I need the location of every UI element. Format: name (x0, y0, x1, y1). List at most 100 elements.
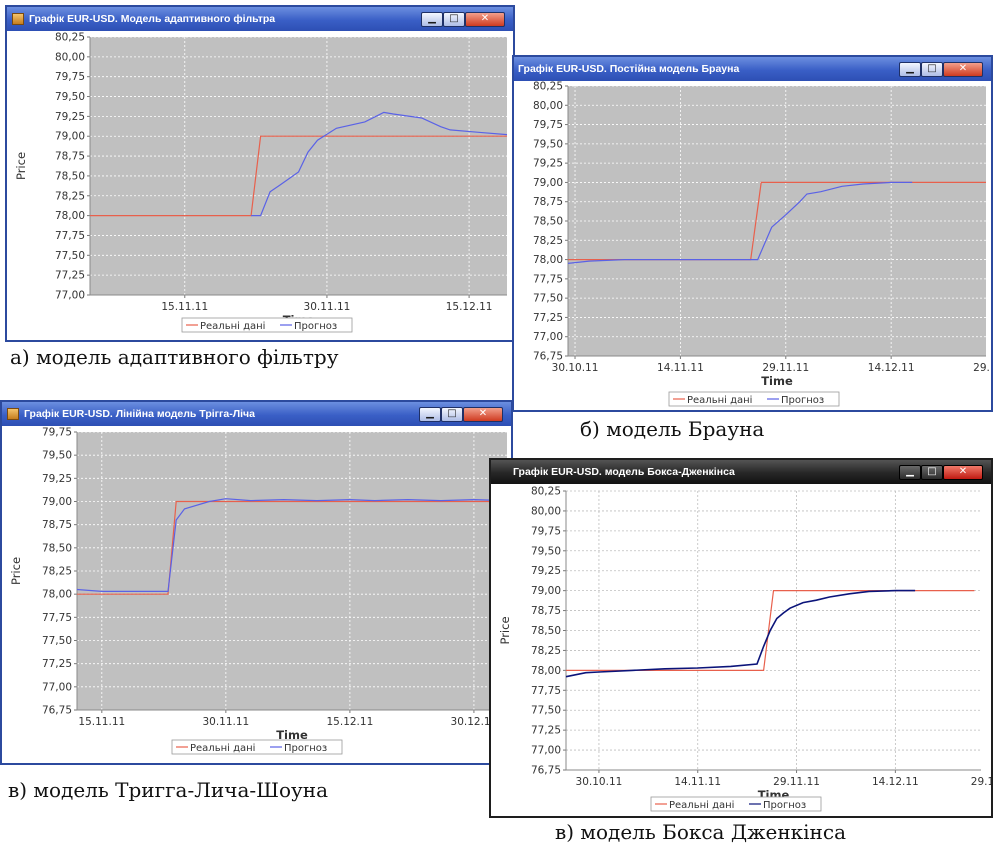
series-forecast-line (76, 498, 508, 592)
window-title: Графік EUR-USD. Лінійна модель Трігга-Лі… (24, 408, 255, 420)
title-bar[interactable]: Графік EUR-USD. Лінійна модель Трігга-Лі… (2, 402, 511, 426)
y-tick-label: 78,75 (531, 605, 561, 617)
y-tick-label: 79,00 (533, 177, 563, 189)
minimize-button[interactable]: ▁ (421, 11, 443, 27)
y-tick-label: 77,75 (55, 230, 85, 242)
minimize-icon: ▁ (426, 408, 434, 419)
y-tick-label: 78,25 (42, 566, 72, 578)
maximize-button[interactable]: □ (441, 406, 463, 422)
title-bar[interactable]: Графік EUR-USD. Модель адаптивного фільт… (7, 7, 513, 31)
y-tick-label: 78,00 (42, 589, 72, 601)
y-tick-label: 79,50 (531, 545, 561, 557)
close-button[interactable]: ✕ (465, 11, 505, 27)
title-bar[interactable]: Графік EUR-USD. Постійна модель Брауна ▁… (514, 57, 991, 81)
legend-actual-label: Реальні дані (200, 320, 265, 332)
maximize-button[interactable]: □ (921, 61, 943, 77)
y-tick-label: 79,00 (531, 585, 561, 597)
legend-box (668, 391, 840, 407)
series-forecast-line (251, 111, 508, 217)
close-icon: ✕ (958, 466, 968, 477)
y-tick-label: 80,25 (55, 32, 85, 44)
x-tick-label: 29.11.11 (762, 362, 809, 374)
y-tick-label: 78,75 (533, 196, 563, 208)
y-tick-label: 77,25 (55, 270, 85, 282)
y-tick-label: 77,00 (42, 681, 72, 693)
y-tick-label: 78,00 (533, 254, 563, 266)
y-tick-label: 77,25 (533, 312, 563, 324)
y-tick-label: 78,25 (55, 190, 85, 202)
y-tick-label: 78,50 (55, 170, 85, 182)
y-tick-label: 79,50 (533, 138, 563, 150)
legend-actual-label: Реальні дані (669, 799, 734, 811)
y-tick-label: 78,25 (533, 235, 563, 247)
legend-forecast-label: Прогноз (284, 743, 327, 754)
x-tick-label: 29.12.11 (971, 776, 991, 788)
series-actual-line (77, 500, 507, 595)
y-tick-label: 77,00 (533, 331, 563, 343)
y-tick-label: 77,50 (533, 293, 563, 305)
maximize-icon: □ (927, 63, 937, 74)
maximize-icon: □ (449, 13, 459, 24)
legend-forecast-label: Прогноз (763, 800, 806, 811)
close-icon: ✕ (958, 63, 968, 74)
close-button[interactable]: ✕ (943, 61, 983, 77)
maximize-button[interactable]: □ (921, 464, 943, 480)
close-button[interactable]: ✕ (463, 406, 503, 422)
y-tick-label: 78,25 (531, 645, 561, 657)
y-tick-label: 76,75 (42, 705, 72, 717)
y-tick-label: 77,00 (55, 290, 85, 302)
x-tick-label: 30.10.11 (552, 362, 599, 374)
x-tick-label: 14.11.11 (657, 362, 704, 374)
window-box-jenkins: Графік EUR-USD. модель Бокса-Дженкінса ▁… (489, 458, 993, 818)
y-tick-label: 77,50 (531, 705, 561, 717)
series-actual-line (90, 135, 507, 217)
y-tick-label: 78,75 (42, 519, 72, 531)
maximize-button[interactable]: □ (443, 11, 465, 27)
y-tick-label: 77,50 (42, 635, 72, 647)
maximize-icon: □ (927, 466, 937, 477)
x-tick-label: 15.12.11 (327, 716, 374, 728)
java-app-icon (12, 13, 24, 25)
y-tick-label: 78,00 (531, 665, 561, 677)
x-tick-label: 30.11.11 (304, 301, 351, 313)
x-tick-label: 30.10.11 (576, 776, 623, 788)
caption-brown-model: б) модель Брауна (580, 417, 765, 441)
caption-box-jenkins: в) модель Бокса Дженкінса (555, 820, 847, 844)
minimize-button[interactable]: ▁ (899, 464, 921, 480)
x-axis-label: Time (276, 728, 308, 742)
caption-adaptive-filter: а) модель адаптивного фільтру (10, 345, 339, 369)
y-tick-label: 79,75 (42, 427, 72, 439)
chart-box-jenkins: 80,25 80,00 79,75 79,50 79,25 79,00 78,75 78,50… (498, 486, 991, 812)
close-icon: ✕ (480, 13, 490, 24)
y-tick-label: 77,00 (531, 745, 561, 757)
y-tick-label: 77,25 (42, 658, 72, 670)
window-trigg-leach: Графік EUR-USD. Лінійна модель Трігга-Лі… (0, 400, 513, 765)
y-tick-label: 79,25 (55, 111, 85, 123)
caption-trigg-leach: в) модель Тригга-Лича-Шоуна (8, 778, 329, 802)
y-tick-label: 78,00 (55, 210, 85, 222)
minimize-icon: ▁ (906, 63, 914, 74)
y-tick-label: 79,50 (55, 91, 85, 103)
y-axis-label: Price (9, 557, 23, 585)
window-title: Графік EUR-USD. модель Бокса-Дженкінса (513, 466, 735, 478)
legend-forecast-label: Прогноз (781, 395, 824, 406)
y-tick-label: 79,25 (533, 158, 563, 170)
minimize-button[interactable]: ▁ (899, 61, 921, 77)
title-bar[interactable]: Графік EUR-USD. модель Бокса-Дженкінса ▁… (491, 460, 991, 484)
minimize-button[interactable]: ▁ (419, 406, 441, 422)
series-forecast-line (565, 589, 916, 678)
plot-area (77, 432, 507, 710)
legend-actual-label: Реальні дані (190, 742, 255, 754)
x-tick-label: 29.12.11 (973, 362, 991, 374)
minimize-icon: ▁ (428, 13, 436, 24)
x-tick-label: 14.12.11 (872, 776, 919, 788)
legend-box (650, 796, 822, 812)
y-tick-label: 77,50 (55, 250, 85, 262)
legend-box (181, 317, 353, 333)
y-tick-label: 79,75 (531, 525, 561, 537)
close-button[interactable]: ✕ (943, 464, 983, 480)
y-tick-label: 77,75 (42, 612, 72, 624)
y-tick-label: 79,25 (42, 473, 72, 485)
chart-adaptive-filter: 80,25 80,00 79,75 79,50 79,25 79,00 78,75 78,50… (14, 32, 508, 333)
window-title: Графік EUR-USD. Модель адаптивного фільт… (29, 13, 276, 25)
